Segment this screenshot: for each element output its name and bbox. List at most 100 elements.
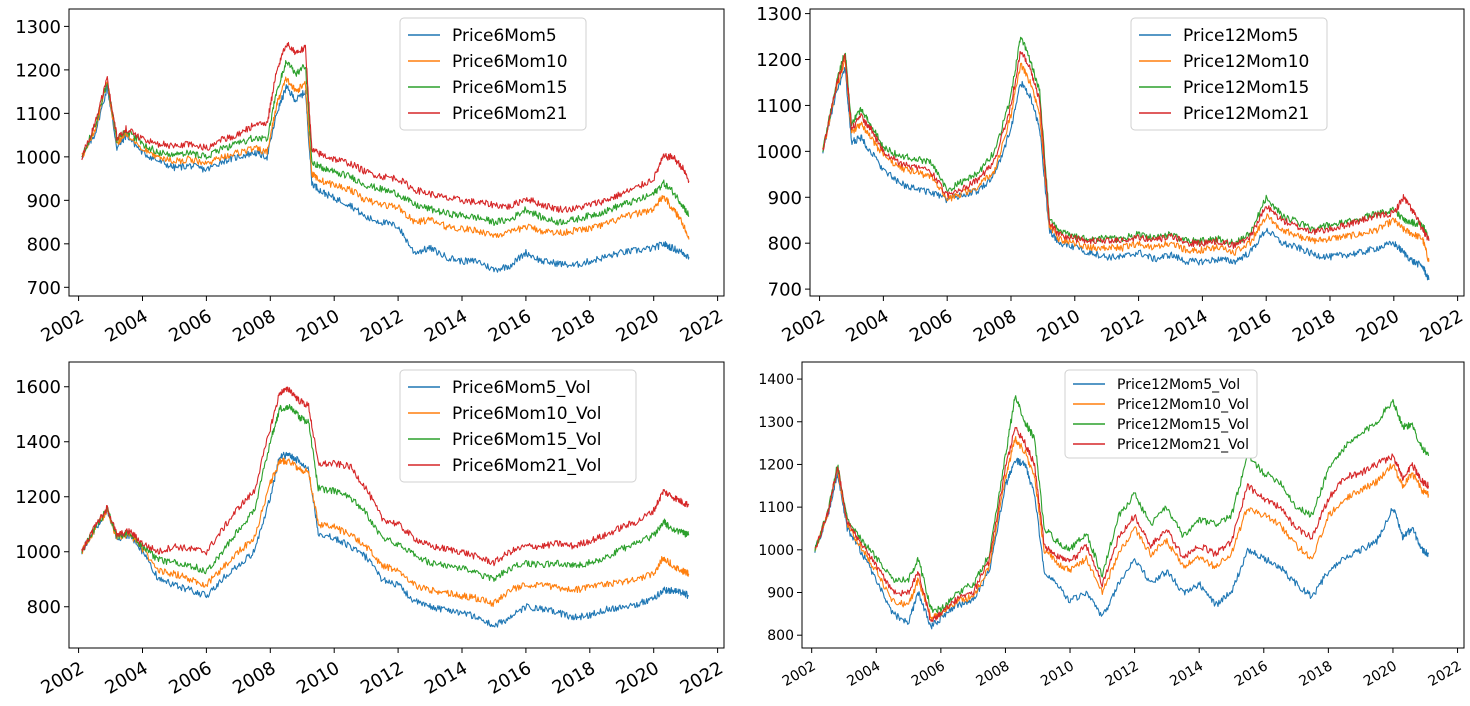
panel-top-right: 700 800 900 1000 1100 1200 1300 2002 2004 2006 200… [756,4,1467,347]
x-tick-label: 2020 [1353,306,1403,347]
y-tick-label: 700 [768,280,802,301]
y-tick-label: 1200 [756,50,802,71]
y-tick-label: 1400 [15,432,61,453]
x-tick-label: 2008 [974,658,1013,690]
series-line-price6mom21-vol [81,386,690,567]
legend-label: Price6Mom15_Vol [452,430,601,450]
x-tick-label: 2010 [1038,658,1077,690]
series-line-price12mom15 [822,36,1430,247]
x-tick-label: 2014 [1161,306,1211,347]
x-tick-label: 2006 [906,306,956,347]
x-tick-label: 2004 [842,306,892,347]
x-tick-label: 2016 [485,658,535,699]
legend-label: Price12Mom5_Vol [1117,377,1240,393]
x-tick-label: 2010 [293,658,343,699]
legend-label: Price12Mom10 [1183,52,1309,72]
x-tick-label: 2012 [357,306,407,347]
y-tick-label: 1000 [15,542,61,563]
y-tick-label: 1600 [15,377,61,398]
x-tick-label: 2006 [909,658,948,690]
y-tick-label: 800 [768,234,802,255]
x-tick-label: 2002 [780,658,819,690]
y-tick-label: 800 [27,234,61,255]
plot-frame [68,361,725,649]
series-line-price12mom5-vol [814,457,1430,630]
series-line-price12mom5 [822,66,1430,281]
x-tick-label: 2002 [38,658,88,699]
series-line-price6mom21 [81,41,690,213]
legend-label: Price12Mom10_Vol [1117,397,1249,413]
series-line-price12mom21 [822,51,1430,249]
y-tick-label: 1100 [758,500,794,516]
legend-label: Price6Mom5_Vol [452,378,591,398]
legend-label: Price6Mom21 [452,104,568,124]
x-tick-label: 2012 [1098,306,1148,347]
x-tick-label: 2002 [779,306,829,347]
x-tick-label: 2014 [421,658,471,699]
series-line-price6mom10 [81,76,690,240]
y-tick-label: 1200 [758,457,794,473]
y-tick-label: 800 [27,597,61,618]
y-tick-label: 900 [767,586,794,602]
x-tick-label: 2020 [1361,658,1400,690]
legend-label: Price12Mom21_Vol [1117,437,1249,453]
x-tick-label: 2012 [1103,658,1142,690]
legend-box [399,369,637,483]
x-tick-label: 2014 [421,306,471,347]
series-line-price6mom10-vol [81,457,690,608]
panel-bottom-left: 800 1000 1200 1400 1600 2002 2004 2006 2008 2010 2… [15,361,727,699]
legend-box [1130,17,1328,131]
series-line-price12mom21-vol [814,426,1430,623]
y-tick-label: 1100 [15,104,61,125]
x-tick-label: 2006 [165,306,215,347]
x-tick-label: 2018 [549,306,599,347]
legend-label: Price12Mom15_Vol [1117,417,1249,433]
y-tick-label: 1000 [758,543,794,559]
y-tick-label: 1200 [15,487,61,508]
x-tick-label: 2006 [165,658,215,699]
series-line-price6mom15-vol [81,404,690,582]
x-tick-label: 2018 [1296,658,1335,690]
legend-box [399,17,587,131]
legend-label: Price6Mom15 [452,78,568,98]
x-tick-label: 2016 [485,306,535,347]
plot-frame [809,8,1465,297]
y-tick-label: 1300 [758,415,794,431]
x-tick-label: 2002 [38,306,88,347]
x-tick-label: 2012 [357,658,407,699]
y-tick-label: 1000 [756,142,802,163]
legend-label: Price12Mom5 [1183,26,1299,46]
x-tick-label: 2010 [1034,306,1084,347]
x-tick-label: 2018 [1289,306,1339,347]
series-line-price6mom5 [81,84,690,273]
y-tick-label: 800 [767,628,794,644]
series-line-price6mom15 [81,60,690,227]
y-tick-label: 900 [768,188,802,209]
x-tick-label: 2022 [677,306,727,347]
legend-box [1064,369,1258,459]
series-line-price6mom5-vol [81,451,690,628]
legend-label: Price6Mom10_Vol [452,404,601,424]
x-tick-label: 2008 [229,658,279,699]
legend-label: Price12Mom15 [1183,78,1309,98]
y-tick-label: 1400 [758,372,794,388]
x-tick-label: 2016 [1225,306,1275,347]
x-tick-label: 2008 [970,306,1020,347]
x-tick-label: 2014 [1167,658,1206,690]
y-tick-label: 1100 [756,96,802,117]
legend-label: Price6Mom21_Vol [452,456,601,476]
series-line-price12mom10 [822,56,1430,263]
y-tick-label: 1000 [15,147,61,168]
legend-label: Price6Mom10 [452,52,568,72]
x-tick-label: 2020 [613,658,663,699]
x-tick-label: 2008 [229,306,279,347]
x-tick-label: 2022 [677,658,727,699]
series-line-price12mom10-vol [814,435,1430,621]
panel-bottom-right: 800 900 1000 1100 1200 1300 1400 2002 2004 2006 20… [758,361,1465,690]
x-tick-label: 2018 [549,658,599,699]
y-tick-label: 1300 [756,4,802,25]
plot-frame [801,361,1465,649]
y-tick-label: 1200 [15,60,61,81]
y-tick-label: 900 [27,191,61,212]
